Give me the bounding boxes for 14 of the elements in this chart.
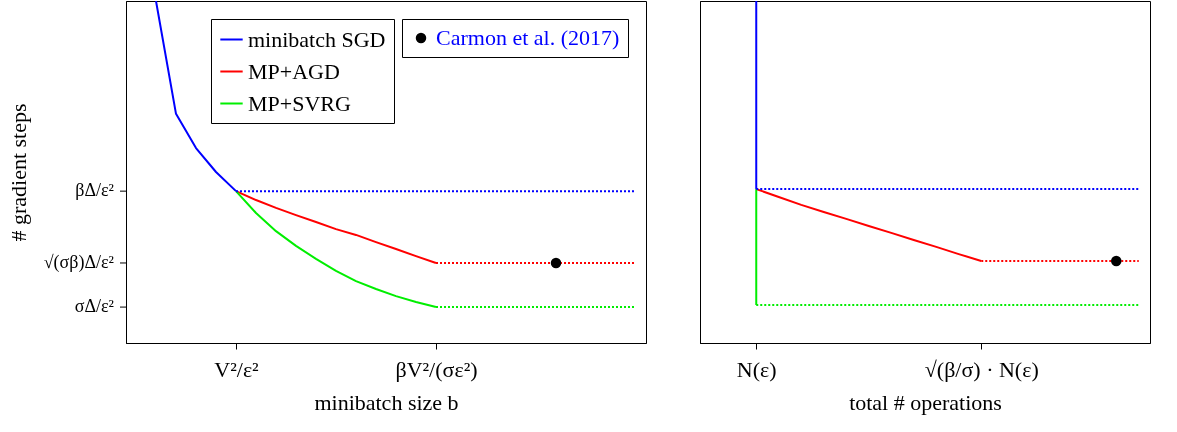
x-axis-title: total # operations: [849, 389, 1002, 415]
ref-line-label: βΔ/ε²: [75, 180, 114, 201]
legend-label: Carmon et al. (2017): [436, 25, 620, 50]
legend-label: MP+SVRG: [248, 90, 351, 116]
ref-line-label: √(σβ)Δ/ε²: [43, 251, 114, 273]
x-tick-label: βV²/(σε²): [395, 356, 478, 382]
x-axis-title: minibatch size b: [314, 389, 459, 415]
x-tick-label: √(β/σ) · N(ε): [924, 356, 1039, 382]
legend-label: MP+AGD: [248, 58, 340, 84]
x-tick-label: N(ε): [736, 356, 777, 382]
y-axis-title: # gradient steps: [5, 103, 31, 242]
x-tick-label: V²/ε²: [214, 356, 260, 382]
ref-line-label: σΔ/ε²: [74, 296, 114, 317]
legend-label: minibatch SGD: [248, 26, 386, 52]
